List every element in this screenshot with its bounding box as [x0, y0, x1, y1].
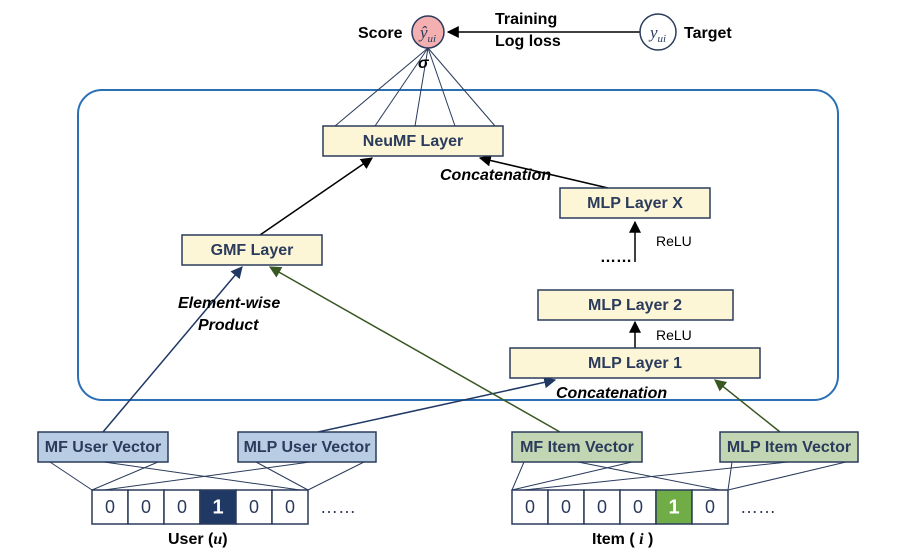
mlp-item-vector: MLP Item Vector	[720, 432, 858, 462]
onehot-cell-value: 0	[285, 497, 295, 517]
mlp-dots: ……	[600, 249, 632, 266]
concat-bot-label: Concatenation	[556, 385, 667, 402]
sigma-label: σ	[418, 55, 430, 72]
edge-mfuser-gmf	[103, 267, 242, 432]
onehot-cell-value: 0	[141, 497, 151, 517]
mlp-user-vector-label: MLP User Vector	[244, 439, 371, 456]
target-label: Target	[684, 25, 732, 42]
item-caption: Item ( i )	[592, 531, 653, 548]
mf-user-vector: MF User Vector	[38, 432, 168, 462]
mlp-layer-x: MLP Layer X	[560, 188, 710, 218]
onehot-cell-value: 0	[597, 497, 607, 517]
item-onehot: 0 0 0 0 1 0	[512, 490, 728, 524]
item-onehot-lines	[512, 462, 846, 490]
item-onehot-trail: ……	[740, 497, 776, 517]
onehot-cell-value: 1	[212, 496, 223, 518]
mlp-item-vector-label: MLP Item Vector	[727, 439, 851, 456]
training-label: Training	[495, 11, 557, 28]
mlp-user-vector: MLP User Vector	[238, 432, 376, 462]
ewp-2: Product	[198, 317, 259, 334]
onehot-cell-value: 0	[525, 497, 535, 517]
user-onehot-trail: ……	[320, 497, 356, 517]
edge-mlpitem-mlp1	[715, 380, 780, 432]
mf-item-vector-label: MF Item Vector	[520, 439, 634, 456]
score-label: Score	[358, 25, 403, 42]
relu-top: ReLU	[656, 233, 692, 249]
gmf-layer: GMF Layer	[182, 235, 322, 265]
mlp-layer-2: MLP Layer 2	[538, 290, 733, 320]
ewp-1: Element-wise	[178, 295, 280, 312]
fan-lines	[335, 48, 495, 126]
user-onehot: 0 0 0 1 0 0	[92, 490, 308, 524]
mlp-layer-2-label: MLP Layer 2	[588, 297, 682, 314]
gmf-layer-label: GMF Layer	[211, 242, 294, 259]
edge-mlpuser-mlp1	[318, 380, 555, 432]
neumf-layer: NeuMF Layer	[323, 126, 503, 156]
onehot-cell-value: 0	[105, 497, 115, 517]
user-onehot-lines	[50, 462, 364, 490]
onehot-cell-value: 1	[668, 496, 679, 518]
mf-item-vector: MF Item Vector	[512, 432, 642, 462]
user-caption: User (u)	[168, 531, 228, 548]
mlp-layer-1-label: MLP Layer 1	[588, 355, 682, 372]
mlp-layer-x-label: MLP Layer X	[587, 195, 683, 212]
edge-gmf-neumf	[260, 158, 372, 235]
onehot-cell-value: 0	[249, 497, 259, 517]
neumf-diagram: NeuMF Layer GMF Layer MLP Layer X MLP La…	[0, 0, 914, 558]
logloss-label: Log loss	[495, 33, 561, 50]
onehot-cell-value: 0	[705, 497, 715, 517]
concat-top-label: Concatenation	[440, 167, 551, 184]
neumf-layer-label: NeuMF Layer	[363, 133, 463, 150]
mlp-layer-1: MLP Layer 1	[510, 348, 760, 378]
mf-user-vector-label: MF User Vector	[45, 439, 161, 456]
relu-bot: ReLU	[656, 327, 692, 343]
onehot-cell-value: 0	[177, 497, 187, 517]
onehot-cell-value: 0	[633, 497, 643, 517]
onehot-cell-value: 0	[561, 497, 571, 517]
